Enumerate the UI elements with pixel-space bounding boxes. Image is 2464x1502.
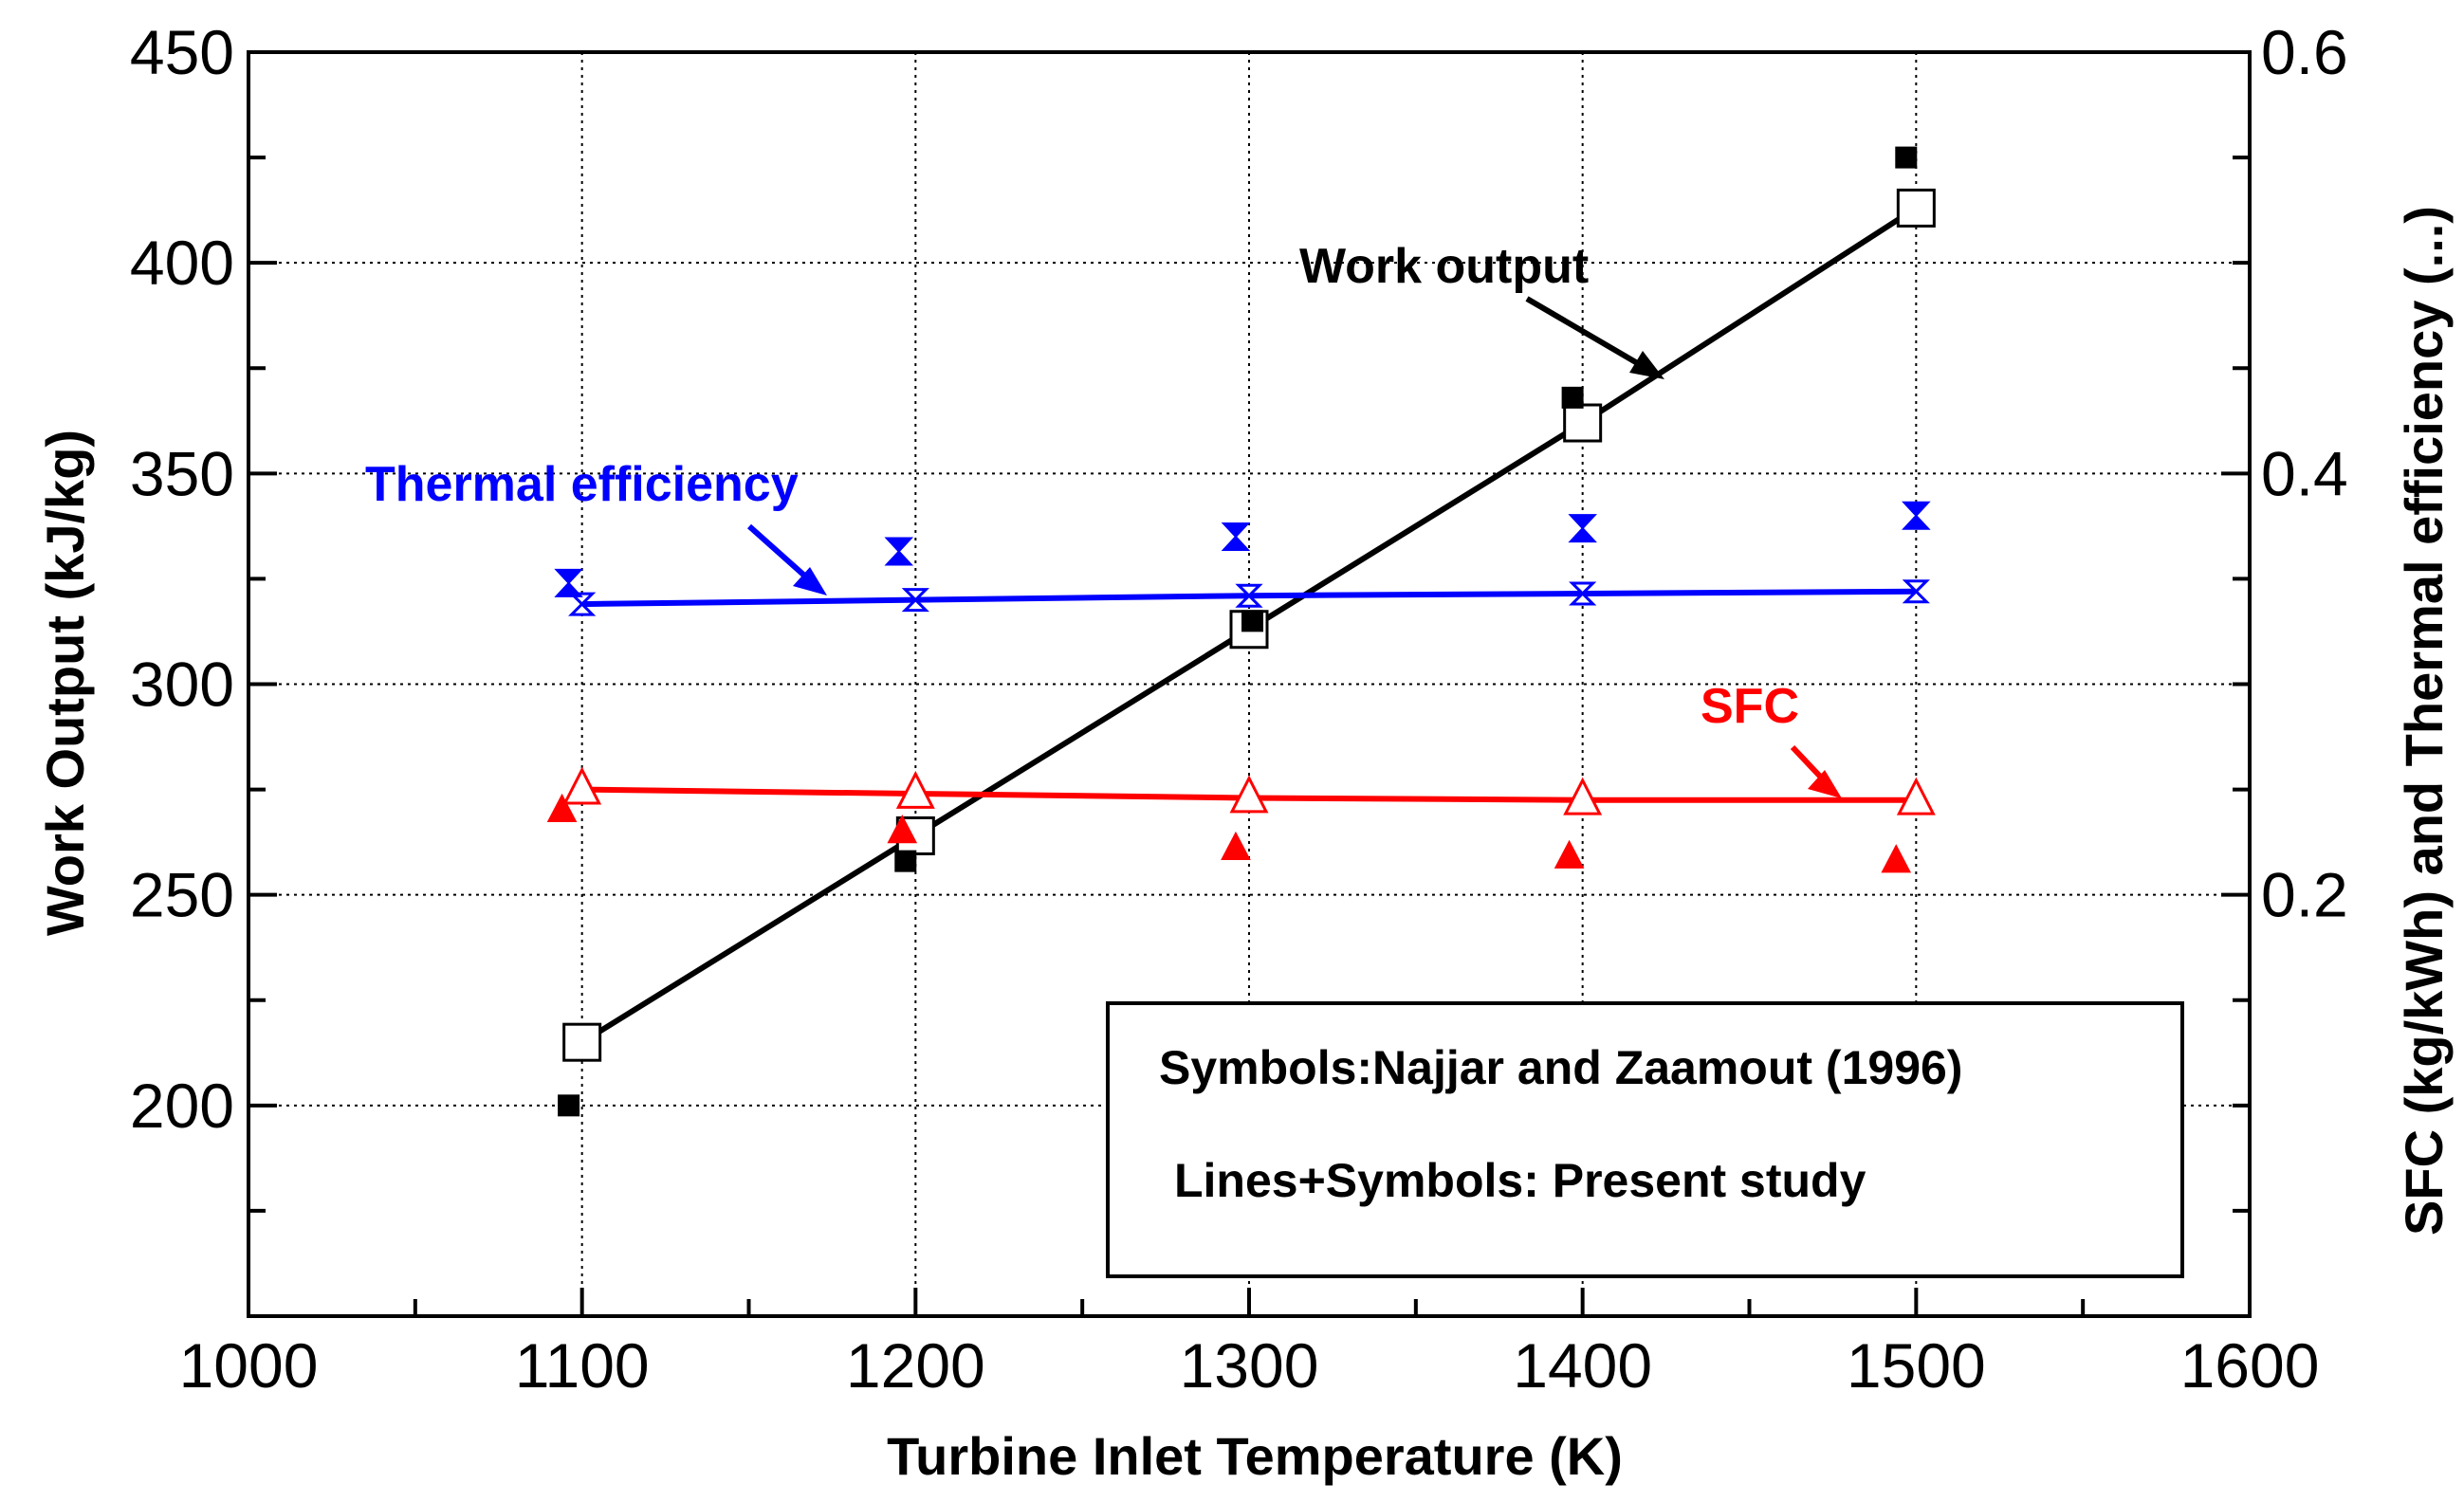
data-point-square — [562, 1022, 602, 1062]
y-tick-label: 400 — [130, 228, 234, 298]
y2-tick-label: 0.4 — [2261, 438, 2348, 508]
data-point-hourglass — [884, 537, 914, 566]
data-point-triangle — [1881, 844, 1912, 873]
x-tick-label: 1300 — [1180, 1330, 1319, 1401]
series-4 — [562, 766, 1936, 815]
data-point-triangle — [562, 766, 602, 805]
data-point-triangle — [1221, 831, 1251, 860]
y2-tick-label: 0.2 — [2261, 860, 2348, 930]
annotation-sfc: SFC — [1701, 679, 1799, 734]
legend-line-1: Symbols:Najjar and Zaamout (1996) — [1159, 1041, 1962, 1094]
data-point-hourglass — [1569, 581, 1597, 606]
data-point-triangle — [546, 793, 578, 822]
minor-ticks — [247, 50, 2252, 1318]
x-tick-label: 1000 — [179, 1330, 319, 1401]
x-tick-label: 1400 — [1513, 1330, 1652, 1401]
legend-line-2: Lines+Symbols: Present study — [1174, 1154, 1866, 1207]
x-tick-label: 1100 — [515, 1330, 650, 1401]
y-tick-label: 200 — [130, 1071, 234, 1141]
annotation-sfc-arrow — [1790, 744, 1842, 798]
data-point-triangle — [1554, 839, 1585, 869]
annotation-thermal-efficiency-arrow — [747, 523, 827, 595]
y-tick-label: 350 — [130, 438, 234, 508]
y-tick-label: 300 — [130, 650, 234, 720]
annotation-work-output: Work output — [1299, 239, 1589, 294]
grid — [248, 52, 2250, 1316]
data-point-hourglass — [1902, 501, 1931, 530]
data-point-square — [558, 1094, 580, 1117]
y-tick-label: 450 — [130, 17, 234, 87]
data-point-hourglass — [568, 592, 597, 616]
y-tick-labels: 200 250 300 350 400 450 — [130, 17, 234, 1141]
annotation-work-output-arrow — [1525, 296, 1664, 379]
series-2 — [568, 579, 1930, 616]
y2-tick-labels: 0.2 0.4 0.6 — [2261, 17, 2348, 930]
data-point-hourglass — [1235, 583, 1263, 608]
series-1 — [558, 146, 1918, 1117]
data-point-square — [1563, 403, 1603, 443]
y2-tick-label: 0.6 — [2261, 17, 2348, 87]
data-point-square — [1241, 610, 1264, 632]
y2-axis-title: SFC (kg/kWh) and Thermal efficiency (...… — [2394, 206, 2454, 1236]
data-point-hourglass — [554, 568, 583, 597]
data-point-triangle — [887, 815, 918, 844]
x-tick-label: 1600 — [2180, 1330, 2320, 1401]
data-point-hourglass — [901, 588, 929, 613]
data-point-triangle — [1563, 777, 1603, 815]
series-5 — [546, 793, 1912, 873]
y-tick-label: 250 — [130, 860, 234, 930]
data-point-triangle — [1896, 777, 1936, 815]
data-point-square — [1561, 386, 1584, 409]
data-point-hourglass — [1902, 579, 1930, 604]
series-layer — [546, 146, 1936, 1117]
data-point-triangle — [895, 770, 935, 809]
data-point-square — [1895, 146, 1918, 169]
legend: Symbols:Najjar and Zaamout (1996) Lines+… — [1106, 1001, 2184, 1278]
x-tick-labels: 1000 1100 1200 1300 1400 1500 1600 — [179, 1330, 2320, 1401]
data-point-hourglass — [1221, 522, 1251, 551]
y-axis-title: Work Output (kJ/kg) — [35, 430, 95, 936]
series-3 — [554, 501, 1931, 597]
x-axis-title: Turbine Inlet Temperature (K) — [887, 1426, 1623, 1486]
legend-box — [1106, 1001, 2184, 1278]
x-tick-label: 1500 — [1847, 1330, 1986, 1401]
data-point-square — [1896, 188, 1936, 228]
annotation-thermal-efficiency: Thermal efficiency — [365, 457, 799, 512]
x-tick-label: 1200 — [846, 1330, 985, 1401]
data-point-hourglass — [1568, 514, 1597, 543]
data-point-square — [894, 850, 917, 872]
data-point-triangle — [1229, 775, 1269, 814]
